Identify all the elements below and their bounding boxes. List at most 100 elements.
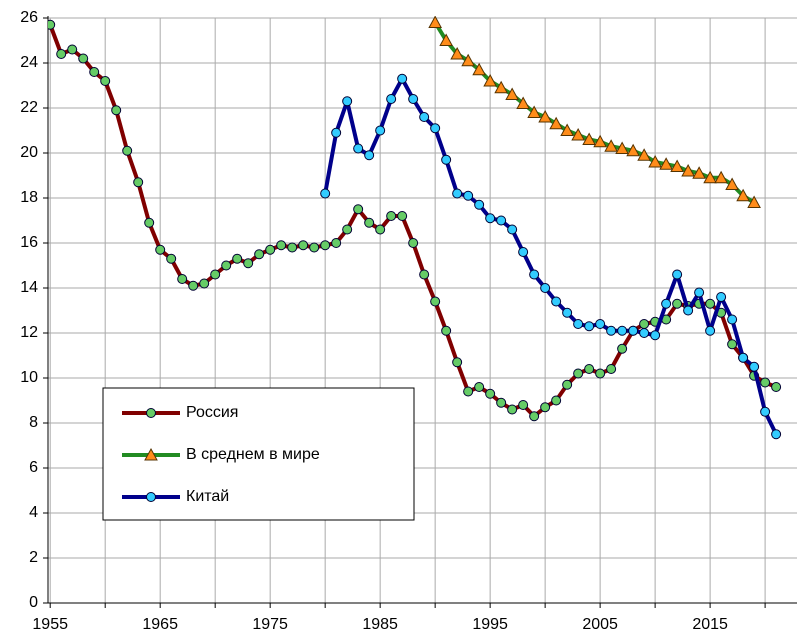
marker bbox=[582, 132, 596, 145]
marker bbox=[463, 386, 474, 397]
y-tick-label: 2 bbox=[29, 549, 38, 566]
marker bbox=[452, 188, 463, 199]
marker bbox=[606, 364, 617, 374]
legend: Россия В среднем в мире Китай bbox=[102, 387, 415, 521]
marker bbox=[749, 361, 760, 372]
marker bbox=[661, 298, 672, 309]
marker bbox=[639, 319, 650, 329]
marker bbox=[177, 274, 188, 284]
marker bbox=[562, 307, 573, 318]
marker bbox=[439, 33, 453, 46]
marker bbox=[408, 238, 419, 248]
y-tick-label: 0 bbox=[29, 594, 38, 611]
marker bbox=[714, 170, 728, 184]
marker bbox=[659, 157, 673, 170]
marker bbox=[452, 357, 463, 368]
marker bbox=[210, 269, 221, 280]
marker bbox=[353, 143, 364, 154]
x-tick-label: 1955 bbox=[32, 616, 68, 633]
marker bbox=[144, 217, 155, 228]
legend-label: Китай bbox=[186, 488, 229, 505]
legend-marker bbox=[146, 492, 156, 502]
marker bbox=[419, 112, 430, 122]
marker bbox=[727, 314, 738, 325]
y-tick-label: 22 bbox=[20, 99, 38, 116]
marker bbox=[56, 49, 67, 59]
legend-label: Россия bbox=[186, 404, 238, 421]
marker bbox=[397, 211, 408, 221]
marker bbox=[573, 319, 584, 329]
marker bbox=[331, 127, 342, 138]
marker bbox=[681, 163, 695, 177]
marker bbox=[694, 287, 705, 298]
y-tick-label: 26 bbox=[20, 9, 38, 26]
x-tick-label: 1995 bbox=[472, 616, 508, 633]
marker bbox=[474, 382, 485, 392]
y-tick-label: 10 bbox=[20, 369, 38, 386]
marker bbox=[67, 44, 78, 55]
marker bbox=[188, 280, 199, 291]
marker bbox=[771, 429, 782, 440]
marker bbox=[573, 368, 584, 379]
marker bbox=[560, 123, 574, 136]
marker bbox=[221, 260, 232, 271]
marker bbox=[386, 94, 397, 104]
marker bbox=[430, 123, 441, 134]
marker bbox=[747, 195, 761, 208]
marker bbox=[595, 319, 606, 329]
marker bbox=[472, 62, 486, 76]
marker bbox=[518, 247, 529, 257]
marker bbox=[309, 242, 320, 253]
marker bbox=[593, 134, 607, 148]
marker bbox=[342, 96, 353, 107]
y-tick-label: 12 bbox=[20, 324, 38, 341]
marker bbox=[527, 105, 541, 118]
y-tick-label: 4 bbox=[29, 504, 38, 521]
marker bbox=[375, 125, 386, 136]
marker bbox=[518, 400, 529, 410]
y-tick-label: 8 bbox=[29, 414, 38, 431]
marker bbox=[507, 224, 518, 235]
marker bbox=[320, 188, 331, 199]
x-tick-label: 2015 bbox=[692, 616, 728, 633]
marker bbox=[461, 53, 475, 67]
marker bbox=[736, 188, 750, 202]
marker bbox=[483, 73, 497, 87]
marker bbox=[375, 224, 386, 235]
marker bbox=[463, 190, 474, 201]
marker bbox=[122, 145, 133, 156]
legend-marker bbox=[146, 408, 156, 418]
marker bbox=[441, 325, 452, 336]
marker bbox=[538, 109, 552, 123]
plot-series bbox=[48, 16, 782, 440]
y-tick-label: 24 bbox=[20, 54, 38, 71]
marker bbox=[507, 404, 518, 415]
marker bbox=[617, 325, 628, 336]
marker bbox=[430, 296, 441, 307]
marker bbox=[727, 339, 738, 350]
marker bbox=[626, 143, 640, 157]
marker bbox=[639, 328, 650, 338]
marker bbox=[331, 238, 342, 248]
marker bbox=[450, 46, 464, 60]
y-tick-label: 20 bbox=[20, 144, 38, 161]
marker bbox=[342, 224, 353, 235]
marker bbox=[441, 154, 452, 165]
marker bbox=[617, 343, 628, 354]
marker bbox=[353, 204, 364, 215]
marker bbox=[549, 116, 563, 130]
marker bbox=[265, 244, 276, 255]
marker bbox=[474, 199, 485, 210]
marker bbox=[606, 325, 617, 336]
marker bbox=[243, 258, 254, 269]
marker bbox=[516, 96, 530, 109]
y-tick-label: 6 bbox=[29, 459, 38, 476]
marker bbox=[683, 305, 694, 316]
marker bbox=[408, 94, 419, 104]
marker bbox=[494, 80, 508, 94]
marker bbox=[485, 213, 496, 224]
marker bbox=[540, 283, 551, 293]
marker bbox=[648, 154, 662, 168]
marker bbox=[496, 215, 507, 226]
